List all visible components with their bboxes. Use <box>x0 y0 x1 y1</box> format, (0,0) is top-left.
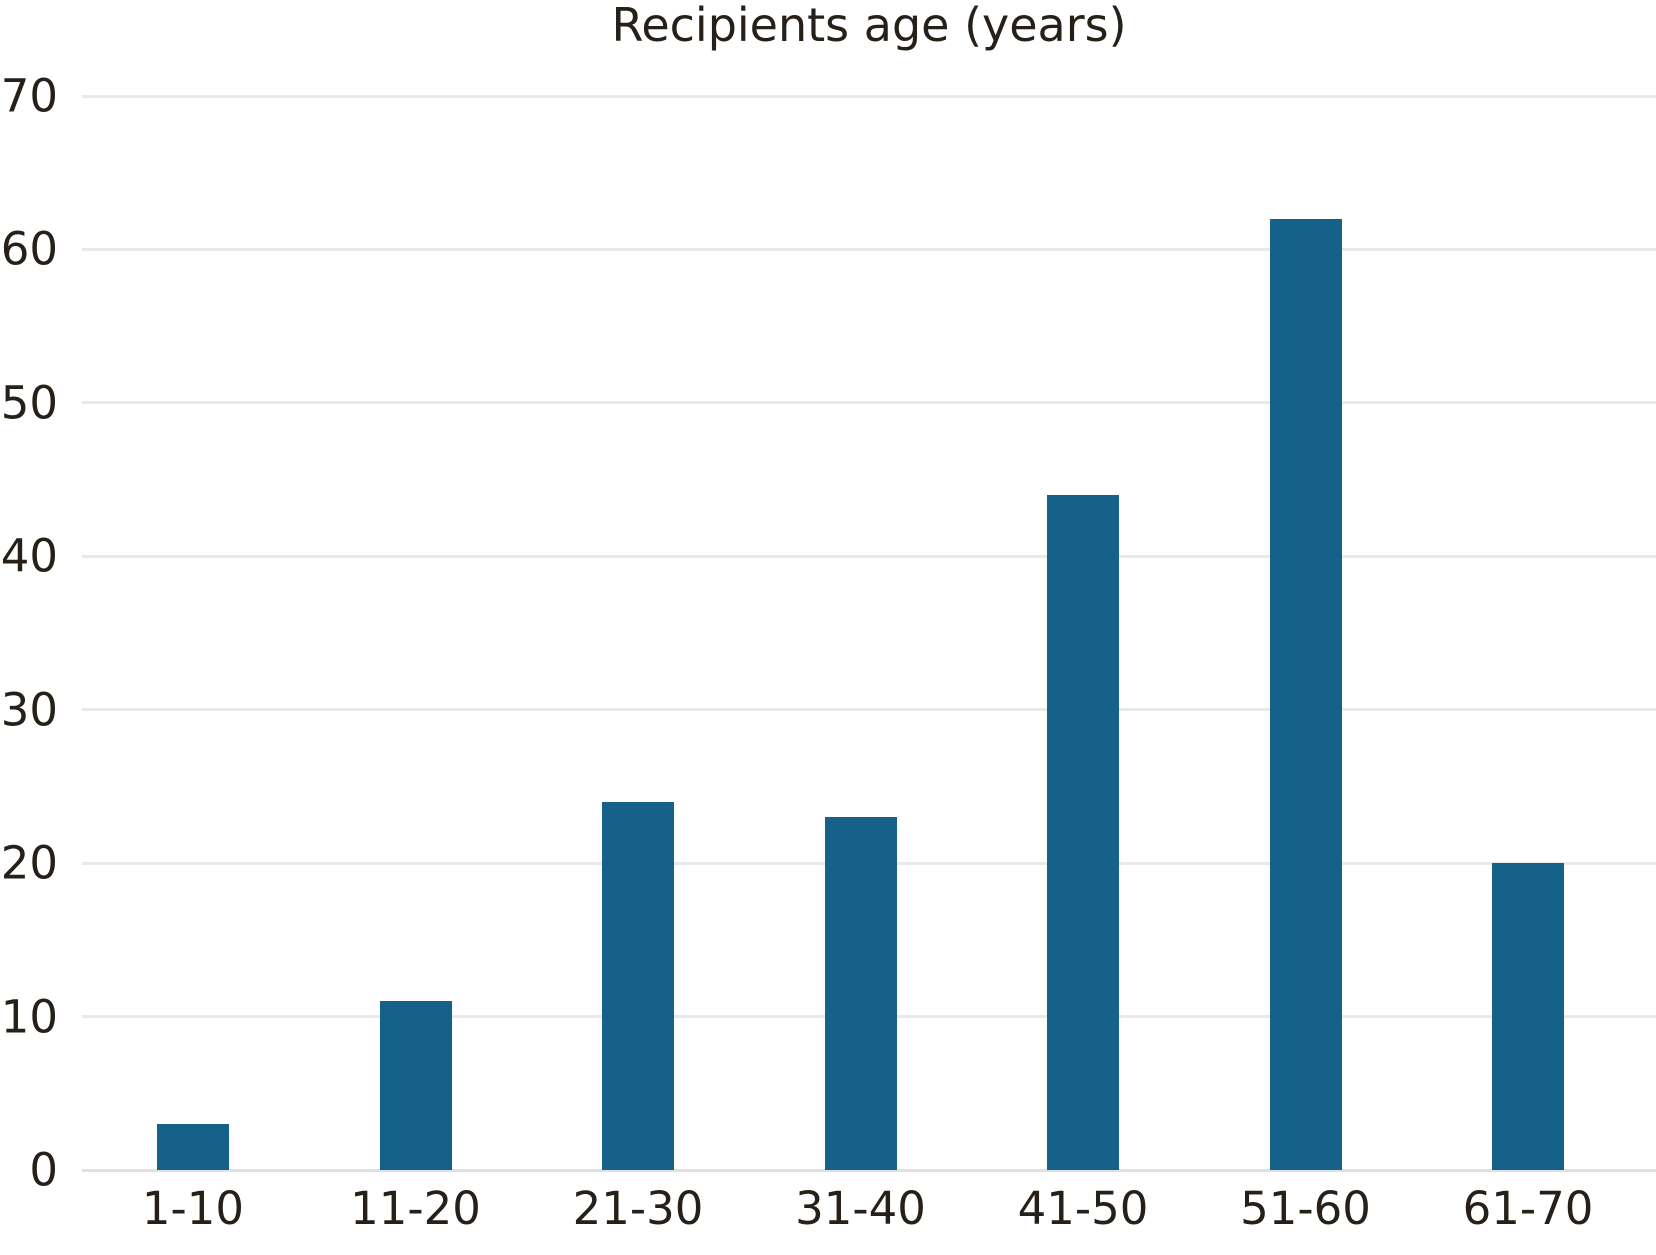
x-tick-label: 31-40 <box>795 1182 926 1235</box>
y-tick-label: 10 <box>0 990 58 1044</box>
y-tick-label: 60 <box>0 222 58 276</box>
y-tick-label: 20 <box>0 836 58 890</box>
plot-area <box>82 94 1656 1172</box>
x-tick-label: 21-30 <box>572 1182 704 1235</box>
x-axis-line <box>82 1168 1656 1172</box>
gridline <box>82 247 1656 251</box>
bar-41-50 <box>1047 494 1119 1170</box>
x-tick-label: 1-10 <box>141 1182 245 1235</box>
x-tick-label: 41-50 <box>1017 1182 1149 1235</box>
y-tick-label: 50 <box>0 376 58 430</box>
x-tick-label: 11-20 <box>350 1182 481 1235</box>
chart-title: Recipients age (years) <box>611 0 1127 52</box>
bar-61-70 <box>1492 863 1564 1170</box>
bar-21-30 <box>602 801 674 1170</box>
y-tick-label: 30 <box>0 683 58 737</box>
gridline <box>82 554 1656 558</box>
y-tick-label: 70 <box>0 69 58 123</box>
x-tick-label: 61-70 <box>1462 1182 1594 1235</box>
y-tick-label: 40 <box>0 529 58 583</box>
gridline <box>82 401 1656 405</box>
y-tick-label: 0 <box>29 1143 58 1197</box>
bar-31-40 <box>824 817 897 1170</box>
x-tick-label: 51-60 <box>1240 1182 1371 1235</box>
gridline <box>82 94 1656 98</box>
gridline <box>82 708 1656 712</box>
bar-11-20 <box>379 1001 452 1170</box>
bar-51-60 <box>1269 218 1342 1170</box>
bar-1-10 <box>157 1123 229 1170</box>
